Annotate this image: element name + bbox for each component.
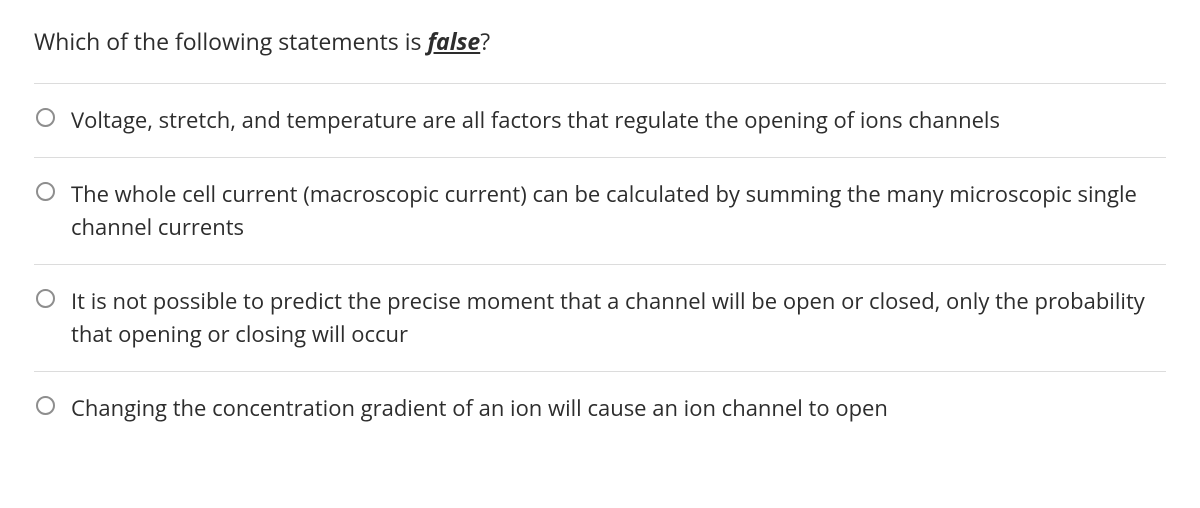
- question-suffix: ?: [480, 25, 490, 57]
- option-label: Changing the concentration gradient of a…: [71, 392, 888, 425]
- radio-icon[interactable]: [36, 108, 55, 127]
- option-label: It is not possible to predict the precis…: [71, 285, 1166, 351]
- option-row[interactable]: Voltage, stretch, and temperature are al…: [34, 84, 1166, 158]
- radio-icon[interactable]: [36, 396, 55, 415]
- question-text: Which of the following statements is fal…: [34, 26, 1166, 83]
- option-row[interactable]: Changing the concentration gradient of a…: [34, 372, 1166, 445]
- option-label: Voltage, stretch, and temperature are al…: [71, 104, 1000, 137]
- quiz-container: Which of the following statements is fal…: [0, 0, 1200, 465]
- radio-icon[interactable]: [36, 289, 55, 308]
- option-label: The whole cell current (macroscopic curr…: [71, 178, 1166, 244]
- question-emphasis: false: [427, 25, 480, 57]
- question-prefix: Which of the following statements is: [34, 25, 427, 57]
- option-row[interactable]: It is not possible to predict the precis…: [34, 265, 1166, 372]
- options-list: Voltage, stretch, and temperature are al…: [34, 83, 1166, 445]
- radio-icon[interactable]: [36, 182, 55, 201]
- option-row[interactable]: The whole cell current (macroscopic curr…: [34, 158, 1166, 265]
